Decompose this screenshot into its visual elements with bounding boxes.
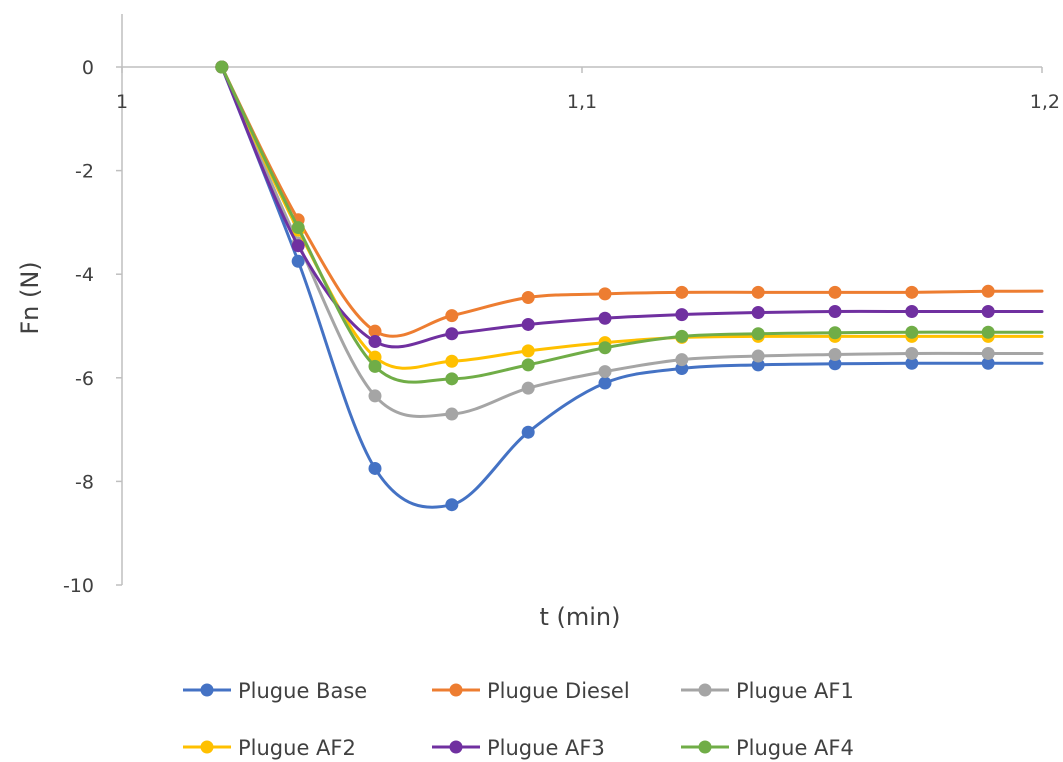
axes: 0 -2 -4 -6 -8 -10 1 1,1 1,2 (63, 14, 1060, 597)
series-plugue-af1 (215, 60, 1044, 421)
data-point (905, 325, 919, 339)
data-point (905, 285, 919, 299)
data-point (445, 372, 459, 386)
data-point (905, 305, 919, 318)
data-point (905, 356, 919, 370)
data-point (291, 254, 305, 268)
data-point (368, 359, 382, 373)
data-point (368, 461, 382, 475)
data-point (598, 365, 612, 379)
data-point (905, 346, 919, 360)
data-point (368, 335, 382, 349)
x-tick-label: 1 (116, 91, 128, 113)
x-tick-label: 1,1 (567, 91, 597, 113)
data-point (215, 60, 229, 74)
data-point (445, 327, 459, 341)
series-plugue-af2 (215, 60, 1044, 370)
data-point (598, 311, 612, 325)
legend-swatch-marker (200, 683, 214, 697)
legend-item-plugue-diesel: Plugue Diesel (432, 679, 630, 703)
y-tick-label: -10 (63, 575, 94, 597)
data-point (751, 306, 765, 320)
data-point (521, 425, 535, 439)
data-point (751, 285, 765, 299)
legend-label: Plugue AF3 (487, 736, 605, 760)
legend-swatch-marker (698, 683, 712, 697)
legend-item-plugue-af3: Plugue AF3 (432, 736, 605, 760)
data-point (521, 344, 535, 358)
legend-label: Plugue Base (238, 679, 367, 703)
data-point (368, 324, 382, 338)
data-point (291, 221, 305, 235)
legend-item-plugue-af1: Plugue AF1 (681, 679, 854, 703)
data-point (828, 326, 842, 340)
data-point (675, 329, 689, 343)
data-point (521, 291, 535, 305)
legend-label: Plugue AF4 (736, 736, 854, 760)
data-point (828, 305, 842, 318)
data-point (445, 354, 459, 368)
data-point (828, 357, 842, 371)
data-point (521, 381, 535, 395)
y-tick-label: -4 (75, 264, 94, 286)
series-plugue-af3 (215, 60, 1044, 349)
y-tick-label: -8 (75, 471, 94, 493)
legend-item-plugue-base: Plugue Base (183, 679, 367, 703)
data-point (981, 356, 995, 370)
x-axis-title: t (min) (539, 603, 620, 631)
data-point (981, 305, 995, 318)
data-point (598, 287, 612, 301)
series-line-plugue-af3 (220, 65, 1044, 349)
legend-item-plugue-af2: Plugue AF2 (183, 736, 356, 760)
data-point (751, 349, 765, 363)
legend-swatch-marker (200, 740, 214, 754)
legend-label: Plugue AF2 (238, 736, 356, 760)
data-point (521, 317, 535, 331)
y-axis-title: Fn (N) (16, 261, 44, 334)
x-tick-label: 1,2 (1030, 91, 1060, 113)
data-point (445, 309, 459, 323)
data-point (675, 353, 689, 367)
legend-swatch-marker (449, 740, 463, 754)
data-point (521, 358, 535, 372)
legend: Plugue Base Plugue Diesel Plugue AF1 Plugue… (183, 679, 854, 760)
legend-swatch-marker (698, 740, 712, 754)
data-point (598, 376, 612, 390)
data-point (368, 389, 382, 403)
series-line-plugue-diesel (220, 65, 1044, 338)
data-point (828, 347, 842, 361)
series-plugue-base (215, 60, 1044, 512)
data-point (981, 325, 995, 339)
data-point (675, 308, 689, 322)
legend-label: Plugue Diesel (487, 679, 630, 703)
legend-label: Plugue AF1 (736, 679, 854, 703)
y-tick-label: -2 (75, 161, 94, 183)
data-point (598, 341, 612, 355)
legend-swatch-marker (449, 683, 463, 697)
data-point (751, 327, 765, 341)
plot-area (215, 60, 1044, 512)
legend-item-plugue-af4: Plugue AF4 (681, 736, 854, 760)
data-point (675, 285, 689, 299)
data-point (291, 239, 305, 253)
series-plugue-diesel (215, 60, 1044, 338)
y-tick-label: 0 (82, 57, 94, 79)
data-point (981, 284, 995, 298)
data-point (445, 407, 459, 421)
data-point (368, 350, 382, 364)
data-point (981, 346, 995, 360)
data-point (828, 285, 842, 299)
series-line-plugue-base (220, 65, 1044, 509)
y-tick-label: -6 (75, 368, 94, 390)
series-plugue-af4 (215, 60, 1044, 386)
data-point (445, 498, 459, 512)
